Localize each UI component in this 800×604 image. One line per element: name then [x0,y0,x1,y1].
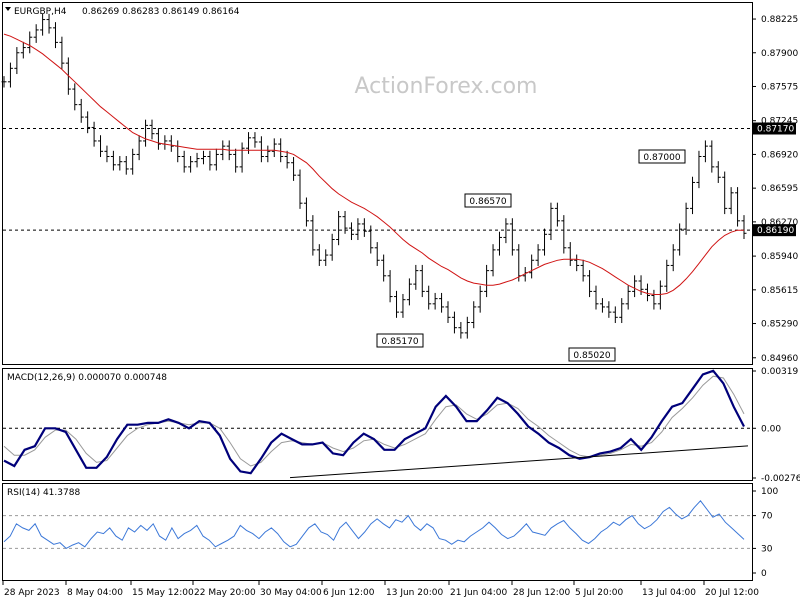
time-tick-label: 21 Jun 04:00 [450,588,507,598]
annotation-label: 0.87000 [643,153,680,163]
level-tag [753,224,796,237]
price-annotation: 0.85170 [376,333,424,348]
rsi-layer [3,500,752,550]
level-tag-label: 0.87170 [757,124,794,134]
time-tick-label: 13 Jul 04:00 [642,588,696,598]
level-tag-label: 0.86190 [757,226,794,236]
macd-trendline [289,445,749,479]
rsi-tick-label: 70 [761,512,773,522]
annotation-box [376,333,424,348]
macd-title: MACD(12,26,9) 0.000070 0.000748 [7,373,167,383]
watermark: ActionForex.com [355,74,538,99]
annotation-box [464,193,512,208]
ohlc-readout: 0.86269 0.86283 0.86149 0.86164 [82,7,240,17]
price-tick-label: 0.85615 [761,286,798,296]
annotation-label: 0.85020 [573,351,610,361]
price-layer: 0.87000 0.86570 0.85170 0.85020 [1,13,752,362]
price-tick-label: 0.86270 [761,218,798,228]
time-tick-label: 13 Jun 20:00 [386,588,443,598]
macd-panel [2,368,753,481]
time-tick-label: 15 May 12:00 [132,588,194,598]
rsi-panel [2,483,753,581]
rsi-tick-label: 0 [761,569,767,579]
price-tick-label: 0.84960 [761,354,798,364]
price-tick-label: 0.86595 [761,184,798,194]
time-tick-label: 8 May 04:00 [67,588,123,598]
price-annotation: 0.87000 [638,149,686,164]
price-tick-label: 0.85940 [761,252,798,262]
rsi-title: RSI(14) 41.3788 [7,488,80,498]
symbol-label: EURGBP,H4 [14,7,67,17]
price-tick-label: 0.88225 [761,15,798,25]
rsi-line [3,500,745,550]
price-tick-label: 0.87245 [761,117,798,127]
time-tick-label: 30 May 04:00 [260,588,322,598]
annotation-label: 0.85170 [381,337,418,347]
time-tick-label: 20 Jul 12:00 [705,588,759,598]
price-tick-label: 0.85290 [761,320,798,330]
time-tick-label: 28 Jun 12:00 [513,588,570,598]
annotation-box [568,347,616,362]
macd-tick-label: -0.002769 [761,474,800,484]
time-tick-label: 6 Jun 12:00 [323,588,375,598]
level-tag [753,122,796,135]
macd-tick-label: 0.00 [761,424,781,434]
price-annotation: 0.86570 [464,193,512,208]
annotation-box [638,149,686,164]
macd-line [3,369,745,475]
price-tick-label: 0.87575 [761,82,798,92]
axis-layer: 0.88225 0.87900 0.87575 0.87245 0.86920 0.865… [2,15,800,598]
rsi-tick-label: 30 [761,544,773,554]
price-panel [2,2,753,365]
rsi-tick-label: 100 [761,487,778,497]
price-tick-label: 0.86920 [761,150,798,160]
time-tick-label: 22 May 20:00 [194,588,256,598]
time-tick-label: 5 Jul 20:00 [575,588,624,598]
macd-tick-label: 0.00319 [761,367,798,377]
price-annotation: 0.85020 [568,347,616,362]
time-tick-label: 28 Apr 2023 [4,588,60,598]
annotation-label: 0.86570 [469,197,506,207]
moving-average-line [3,33,744,295]
macd-layer [3,369,752,479]
price-tick-label: 0.87900 [761,49,798,59]
dropdown-triangle-icon[interactable] [5,7,11,11]
